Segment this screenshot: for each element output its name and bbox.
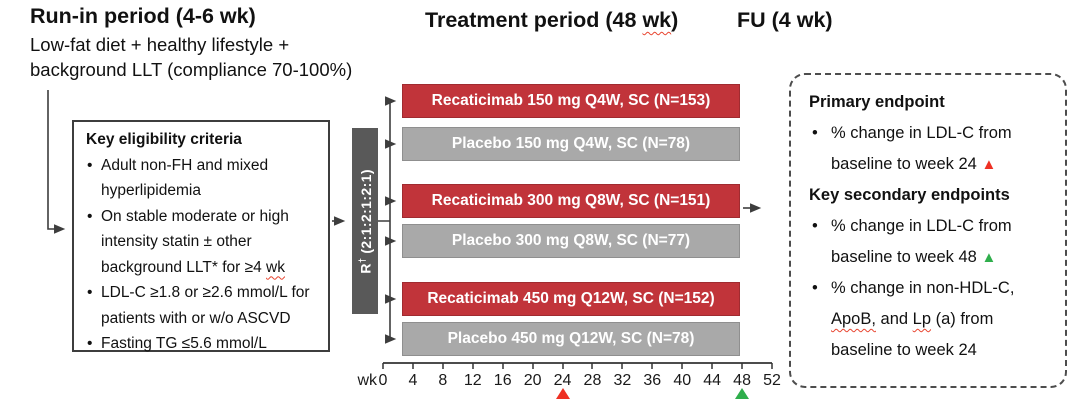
eligibility-item-1: Adult non-FH and mixed hyperlipidemia bbox=[86, 153, 320, 204]
secondary-endpoints-title: Key secondary endpoints bbox=[809, 186, 1010, 204]
tick-label-40: 40 bbox=[673, 372, 692, 389]
tick-label-12: 12 bbox=[463, 372, 482, 389]
eligibility-item-2-wk: wk bbox=[266, 258, 285, 276]
treatment-title-pre: Treatment period (48 bbox=[425, 8, 643, 32]
treatment-period-title: Treatment period (48 wk) bbox=[425, 8, 678, 33]
endpoints-box: Primary endpoint % change in LDL-C from … bbox=[789, 73, 1067, 388]
randomization-dagger: † bbox=[356, 257, 367, 263]
primary-endpoint-item: % change in LDL-C from baseline to week … bbox=[809, 118, 1051, 180]
secondary-endpoint-item-1: % change in LDL-C from baseline to week … bbox=[809, 211, 1051, 273]
tick-label-16: 16 bbox=[493, 372, 512, 389]
primary-endpoint-text: % change in LDL-C from baseline to week … bbox=[831, 124, 1012, 173]
tick-label-44: 44 bbox=[703, 372, 722, 389]
timeline-unit-label: wk bbox=[357, 372, 377, 389]
eligibility-item-2-text: On stable moderate or high intensity sta… bbox=[101, 207, 289, 276]
tick-label-4: 4 bbox=[408, 372, 418, 389]
secondary-endpoint-1-text: % change in LDL-C from baseline to week … bbox=[831, 217, 1012, 266]
eligibility-title: Key eligibility criteria bbox=[86, 131, 242, 148]
randomization-bar: R† (2:1:2:1:2:1) bbox=[352, 128, 378, 314]
arm-bar-placebo-150-q4w: Placebo 150 mg Q4W, SC (N=78) bbox=[402, 127, 740, 161]
eligibility-item-4: Fasting TG ≤5.6 mmol/L bbox=[86, 331, 320, 357]
treatment-title-wk: wk bbox=[642, 8, 672, 32]
timeline-axis-labels: 0 4 8 12 16 20 24 28 32 36 40 44 48 52 bbox=[379, 372, 781, 392]
eligibility-item-2: On stable moderate or high intensity sta… bbox=[86, 204, 320, 281]
eligibility-criteria-box: Key eligibility criteria Adult non-FH an… bbox=[72, 120, 330, 356]
tick-label-48: 48 bbox=[733, 372, 751, 389]
timeline-axis-ticks bbox=[382, 363, 773, 369]
arm-bar-recaticimab-300-q8w: Recaticimab 300 mg Q8W, SC (N=151) bbox=[402, 184, 740, 218]
secondary-endpoint-2-mid: and bbox=[875, 310, 913, 328]
tick-label-20: 20 bbox=[523, 372, 542, 389]
tick-label-24: 24 bbox=[553, 372, 572, 389]
red-triangle-icon: ▲ bbox=[981, 156, 997, 173]
treatment-title-post: ) bbox=[671, 8, 679, 32]
fu-period-title: FU (4 wk) bbox=[737, 8, 833, 32]
runin-to-eligibility-arrow bbox=[47, 90, 66, 234]
eligibility-item-3: LDL-C ≥1.8 or ≥2.6 mmol/L for patients w… bbox=[86, 280, 320, 331]
runin-title: Run-in period (4-6 wk) bbox=[30, 4, 256, 28]
arm-bar-recaticimab-450-q12w: Recaticimab 450 mg Q12W, SC (N=152) bbox=[402, 282, 740, 316]
secondary-endpoint-2-lp: Lp bbox=[912, 310, 932, 328]
tick-label-32: 32 bbox=[613, 372, 632, 389]
secondary-endpoint-item-2: % change in non-HDL-C, ApoB, and Lp (a) … bbox=[809, 273, 1051, 366]
secondary-endpoint-2-post: (a) from baseline to week 24 bbox=[831, 310, 994, 359]
tick-label-52: 52 bbox=[763, 372, 781, 389]
randomization-branch-trunk bbox=[378, 101, 391, 339]
arm-bar-recaticimab-150-q4w: Recaticimab 150 mg Q4W, SC (N=153) bbox=[402, 84, 740, 118]
green-triangle-icon: ▲ bbox=[981, 249, 997, 266]
runin-period-header: Run-in period (4-6 wk) Low-fat diet + he… bbox=[30, 4, 352, 82]
randomization-r: R bbox=[357, 262, 374, 274]
secondary-endpoint-2-pre: % change in non-HDL-C, bbox=[831, 279, 1015, 297]
tick-label-0: 0 bbox=[378, 372, 388, 389]
arm-bar-placebo-300-q8w: Placebo 300 mg Q8W, SC (N=77) bbox=[402, 224, 740, 258]
tick-label-8: 8 bbox=[438, 372, 448, 389]
randomization-ratio: (2:1:2:1:2:1) bbox=[357, 168, 374, 254]
tick-label-36: 36 bbox=[643, 372, 662, 389]
runin-subtitle-line1: Low-fat diet + healthy lifestyle + bbox=[30, 34, 290, 55]
randomization-label: R† (2:1:2:1:2:1) bbox=[357, 169, 374, 273]
runin-subtitle-line2: background LLT (compliance 70-100%) bbox=[30, 59, 353, 80]
primary-endpoint-title: Primary endpoint bbox=[809, 93, 945, 111]
tick-label-28: 28 bbox=[583, 372, 602, 389]
secondary-endpoint-2-apob: ApoB, bbox=[831, 310, 876, 328]
arm-bar-placebo-450-q12w: Placebo 450 mg Q12W, SC (N=78) bbox=[402, 322, 740, 356]
